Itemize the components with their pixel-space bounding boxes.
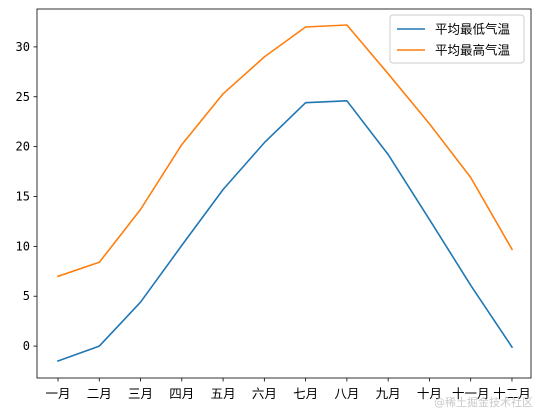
- legend: 平均最低气温 平均最高气温: [389, 14, 525, 64]
- y-tick-label: 30: [16, 40, 30, 54]
- x-tick-label: 八月: [334, 386, 359, 401]
- y-tick-label: 25: [16, 90, 30, 104]
- y-tick-label: 15: [16, 189, 30, 203]
- y-tick-label: 5: [23, 289, 30, 303]
- x-tick-label: 十二月: [493, 386, 531, 401]
- legend-label-max: 平均最高气温: [435, 43, 511, 58]
- watermark: @稀土掘金技术社区: [434, 395, 533, 409]
- x-tick-label: 二月: [87, 386, 112, 401]
- x-tick-label: 十一月: [452, 386, 490, 401]
- series-line-1: [56, 24, 514, 278]
- legend-label-min: 平均最低气温: [435, 22, 511, 37]
- y-tick-label: 20: [16, 140, 30, 154]
- x-tick-label: 三月: [128, 386, 153, 401]
- x-tick-label: 九月: [376, 386, 401, 401]
- plot-area: [36, 8, 532, 379]
- x-axis: 一月 二月 三月 四月 五月 六月 七月 八月 九月 十月 十一月 十二月: [45, 378, 531, 401]
- y-axis: 0 5 10 15 20 25 30: [16, 40, 37, 353]
- x-tick-label: 四月: [169, 386, 194, 401]
- x-tick-label: 十月: [417, 386, 442, 401]
- x-tick-label: 一月: [45, 386, 70, 401]
- y-tick-label: 10: [16, 239, 30, 253]
- y-tick-label: 0: [23, 339, 30, 353]
- x-tick-label: 七月: [293, 386, 318, 401]
- series-line-0: [56, 100, 514, 363]
- series-lines: [56, 24, 514, 363]
- x-tick-label: 五月: [211, 386, 236, 401]
- x-tick-label: 六月: [252, 386, 277, 401]
- legend-frame: [389, 14, 525, 64]
